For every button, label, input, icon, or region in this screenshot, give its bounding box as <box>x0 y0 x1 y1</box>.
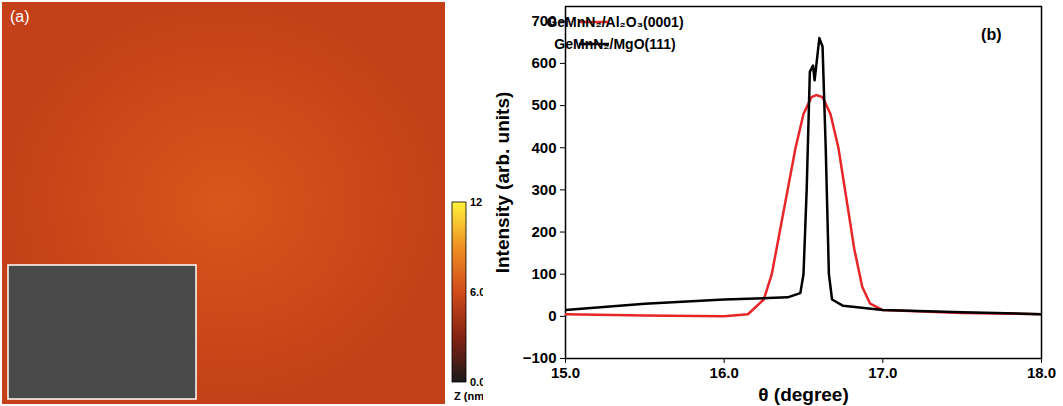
svg-text:100: 100 <box>531 265 556 282</box>
svg-text:300: 300 <box>531 181 556 198</box>
svg-text:200: 200 <box>531 223 556 240</box>
svg-text:6.0: 6.0 <box>470 286 483 298</box>
svg-text:17.0: 17.0 <box>868 364 897 381</box>
svg-text:500: 500 <box>531 96 556 113</box>
svg-text:(b): (b) <box>981 26 1001 43</box>
svg-text:0: 0 <box>548 307 556 324</box>
svg-text:−100: −100 <box>522 349 557 367</box>
svg-text:(a): (a) <box>10 8 30 25</box>
svg-text:18.0: 18.0 <box>1027 364 1056 381</box>
svg-text:Z (nm): Z (nm) <box>454 390 483 402</box>
svg-text:0.0: 0.0 <box>470 376 483 388</box>
svg-text:θ (degree): θ (degree) <box>758 384 849 405</box>
svg-text:15.0: 15.0 <box>551 364 580 381</box>
svg-text:Intensity (arb. units): Intensity (arb. units) <box>492 92 513 274</box>
svg-text:700: 700 <box>531 12 557 30</box>
svg-text:GeMnN₂/MgO(111): GeMnN₂/MgO(111) <box>554 36 675 52</box>
svg-text:400: 400 <box>531 139 556 156</box>
svg-text:12.0: 12.0 <box>470 196 483 208</box>
svg-text:600: 600 <box>531 54 556 71</box>
svg-text:GeMnN₂/Al₂O₃(0001): GeMnN₂/Al₂O₃(0001) <box>546 14 683 30</box>
svg-text:16.0: 16.0 <box>710 364 739 381</box>
